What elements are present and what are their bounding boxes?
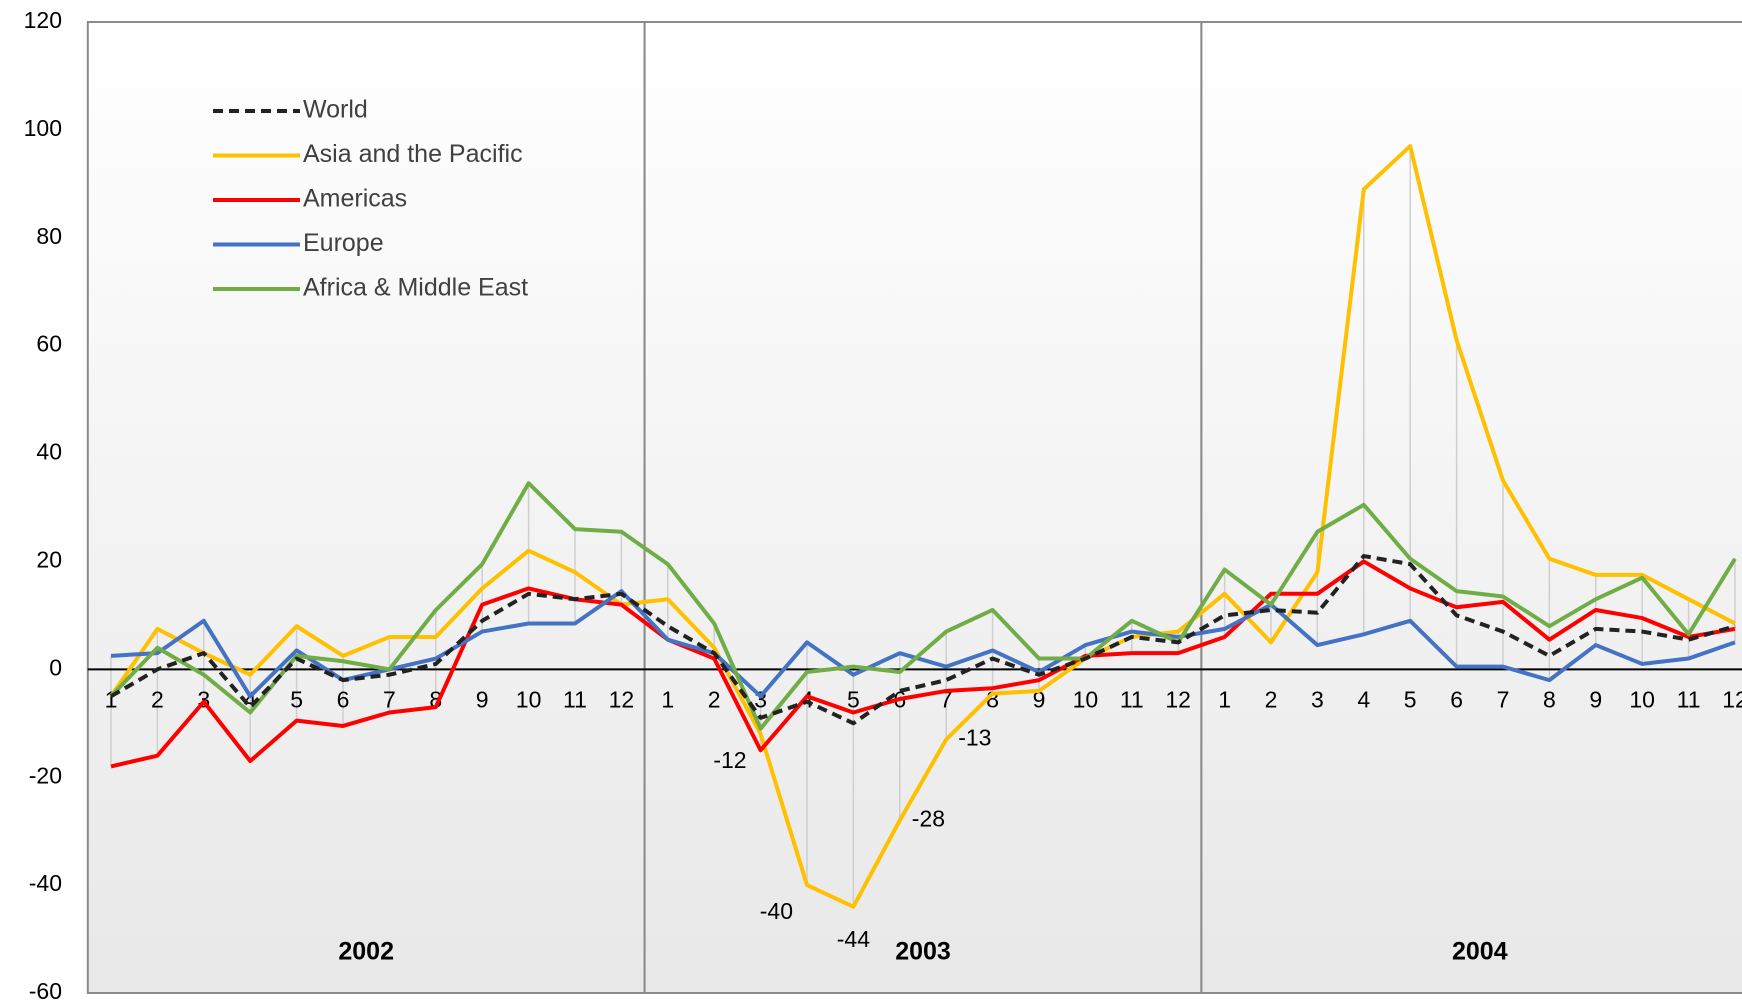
y-tick-label: -60 bbox=[29, 978, 62, 1004]
x-tick-label: 7 bbox=[383, 686, 396, 712]
x-tick-label: 2 bbox=[1265, 686, 1278, 712]
group-label: 2002 bbox=[338, 938, 394, 966]
x-tick-label: 2 bbox=[151, 686, 164, 712]
x-tick-label: 1 bbox=[661, 686, 674, 712]
x-tick-label: 11 bbox=[563, 686, 587, 712]
x-tick-label: 5 bbox=[1404, 686, 1417, 712]
x-tick-label: 6 bbox=[1450, 686, 1463, 712]
y-tick-label: 20 bbox=[36, 547, 62, 573]
x-tick-label: 9 bbox=[476, 686, 489, 712]
legend-label: World bbox=[303, 96, 368, 124]
legend-label: Europe bbox=[303, 229, 384, 257]
y-tick-label: -20 bbox=[29, 762, 62, 788]
series-line bbox=[109, 144, 1736, 909]
x-tick-label: 5 bbox=[847, 686, 860, 712]
x-tick-label: 5 bbox=[290, 686, 303, 712]
x-tick-label: 1 bbox=[1218, 686, 1231, 712]
legend-label: Americas bbox=[303, 185, 407, 213]
y-tick-label: 100 bbox=[24, 115, 62, 141]
series-line bbox=[109, 554, 1736, 726]
x-tick-label: 4 bbox=[1357, 686, 1370, 712]
data-label: -13 bbox=[958, 725, 991, 751]
x-tick-label: 7 bbox=[1497, 686, 1510, 712]
data-label: -12 bbox=[713, 747, 746, 773]
x-tick-label: 12 bbox=[1165, 686, 1191, 712]
group-label: 2004 bbox=[1452, 938, 1508, 966]
y-tick-label: 60 bbox=[36, 331, 62, 357]
series-line bbox=[109, 481, 1737, 731]
y-tick-label: -40 bbox=[29, 870, 62, 896]
y-tick-label: 40 bbox=[36, 439, 62, 465]
x-tick-label: 3 bbox=[1311, 686, 1324, 712]
data-label: -44 bbox=[837, 926, 870, 952]
x-tick-label: 2 bbox=[708, 686, 721, 712]
y-tick-label: 0 bbox=[49, 654, 62, 680]
legend-label: Asia and the Pacific bbox=[303, 140, 523, 168]
y-tick-label: 80 bbox=[36, 223, 62, 249]
x-tick-label: 11 bbox=[1120, 686, 1144, 712]
legend-label: Africa & Middle East bbox=[303, 274, 528, 302]
panel bbox=[643, 21, 1203, 994]
x-tick-label: 12 bbox=[1722, 686, 1742, 712]
x-tick-label: 6 bbox=[337, 686, 350, 712]
data-label: -28 bbox=[912, 805, 945, 831]
x-tick-label: 12 bbox=[609, 686, 635, 712]
x-tick-label: 9 bbox=[1589, 686, 1602, 712]
x-tick-label: 11 bbox=[1677, 686, 1701, 712]
x-tick-label: 4 bbox=[801, 686, 814, 712]
group-label: 2003 bbox=[895, 938, 951, 966]
panel bbox=[1200, 21, 1742, 994]
y-tick-label: 120 bbox=[24, 7, 62, 33]
series-line bbox=[110, 589, 1736, 699]
x-tick-label: 10 bbox=[1629, 686, 1655, 712]
data-label: -40 bbox=[760, 898, 793, 924]
x-tick-label: 8 bbox=[1543, 686, 1556, 712]
x-tick-label: 10 bbox=[1073, 686, 1099, 712]
series-line bbox=[110, 559, 1736, 769]
x-tick-label: 10 bbox=[516, 686, 542, 712]
